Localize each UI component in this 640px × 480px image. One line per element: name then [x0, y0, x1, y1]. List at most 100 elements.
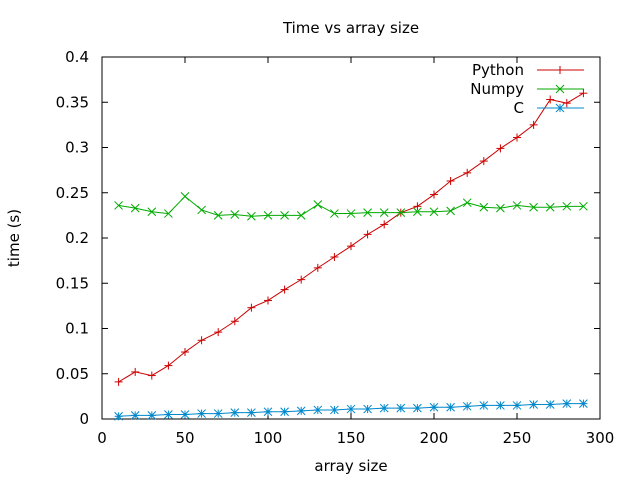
data-point-numpy	[545, 202, 555, 212]
data-point-python	[579, 89, 588, 98]
y-tick-label: 0	[79, 410, 89, 428]
legend-marker-numpy	[555, 84, 565, 94]
data-point-c	[263, 407, 273, 417]
x-tick-label: 150	[337, 429, 366, 447]
data-point-numpy	[247, 211, 256, 221]
data-point-python	[479, 157, 488, 166]
data-point-python	[430, 190, 438, 199]
data-point-c	[164, 410, 173, 419]
plot-frame	[101, 56, 601, 420]
data-point-python	[114, 377, 123, 386]
data-point-c	[313, 405, 323, 415]
data-point-numpy	[579, 201, 588, 211]
data-point-numpy	[114, 201, 123, 210]
data-point-python	[546, 95, 555, 104]
x-tick-label: 250	[503, 429, 532, 447]
data-point-python	[513, 133, 521, 142]
y-tick-label: 0.15	[56, 274, 89, 292]
data-point-c	[230, 408, 240, 418]
data-point-c	[114, 411, 123, 421]
y-tick-label: 0.2	[65, 229, 89, 247]
data-point-python	[496, 144, 505, 153]
data-point-c	[396, 403, 406, 413]
data-point-python	[264, 296, 272, 305]
series-layer	[114, 89, 588, 421]
y-tick-label: 0.25	[56, 184, 89, 202]
x-tick-label: 0	[97, 429, 107, 447]
data-point-c	[330, 405, 339, 415]
data-point-numpy	[462, 198, 472, 208]
plot-border	[101, 56, 601, 420]
data-point-python	[380, 220, 389, 229]
data-point-c	[479, 401, 489, 410]
legend-marker-c	[555, 103, 565, 113]
data-point-python	[214, 328, 223, 337]
data-point-python	[147, 371, 156, 380]
chart-title: Time vs array size	[282, 19, 419, 37]
ticks: 0 50 100 150 200 250 300 0 0.05 0.1 0.15 0.2 0.25 0.3…	[56, 48, 615, 447]
y-tick-label: 0.35	[56, 93, 89, 111]
data-point-python	[463, 168, 472, 177]
data-point-python	[297, 275, 306, 284]
data-point-numpy	[147, 207, 157, 217]
y-tick-label: 0.1	[65, 320, 89, 338]
data-point-python	[181, 348, 189, 357]
data-point-python	[230, 317, 239, 326]
legend-label-c: C	[514, 99, 524, 117]
data-point-numpy	[164, 209, 173, 218]
data-point-numpy	[413, 207, 422, 217]
data-point-numpy	[529, 202, 538, 212]
legend-item-python: Python	[472, 61, 584, 79]
series-numpy	[114, 192, 588, 221]
data-point-numpy	[446, 206, 455, 216]
data-point-python	[413, 202, 422, 211]
data-point-c	[213, 409, 223, 418]
data-point-numpy	[263, 211, 273, 220]
data-point-python	[164, 361, 173, 370]
data-point-numpy	[280, 211, 289, 220]
legend-item-c: C	[514, 99, 584, 117]
series-c	[114, 399, 588, 421]
data-point-c	[529, 400, 538, 409]
data-point-c	[579, 399, 588, 408]
x-tick-label: 200	[420, 429, 449, 447]
y-tick-label: 0.05	[56, 365, 89, 383]
x-tick-label: 100	[254, 429, 283, 447]
data-point-c	[562, 399, 572, 408]
x-tick-label: 50	[175, 429, 194, 447]
data-point-c	[346, 404, 356, 414]
legend-label-python: Python	[472, 61, 524, 79]
y-tick-label: 0.3	[65, 139, 89, 157]
data-point-c	[496, 401, 505, 410]
y-tick-label: 0.4	[65, 48, 89, 66]
data-point-c	[197, 409, 206, 418]
data-point-c	[130, 411, 140, 420]
data-point-c	[545, 400, 555, 409]
legend-marker-python	[556, 66, 564, 74]
data-point-numpy	[313, 200, 323, 209]
data-point-python	[131, 367, 140, 376]
data-point-numpy	[479, 202, 489, 212]
data-point-c	[429, 402, 439, 412]
x-axis-label: array size	[314, 457, 387, 475]
data-point-python	[313, 263, 322, 272]
data-point-python	[247, 303, 256, 312]
legend-label-numpy: Numpy	[470, 80, 524, 98]
data-point-numpy	[562, 201, 572, 211]
data-point-c	[512, 401, 522, 410]
data-point-numpy	[296, 211, 306, 220]
data-point-numpy	[213, 211, 223, 220]
data-point-numpy	[330, 209, 339, 218]
legend-item-numpy: Numpy	[470, 80, 584, 98]
x-tick-label: 300	[586, 429, 615, 447]
data-point-c	[280, 407, 289, 417]
data-point-numpy	[180, 192, 190, 201]
data-point-python	[280, 285, 289, 294]
data-point-c	[296, 406, 306, 416]
data-point-python	[347, 242, 355, 251]
data-point-numpy	[496, 203, 505, 213]
data-point-numpy	[512, 201, 522, 210]
data-point-numpy	[429, 207, 439, 217]
